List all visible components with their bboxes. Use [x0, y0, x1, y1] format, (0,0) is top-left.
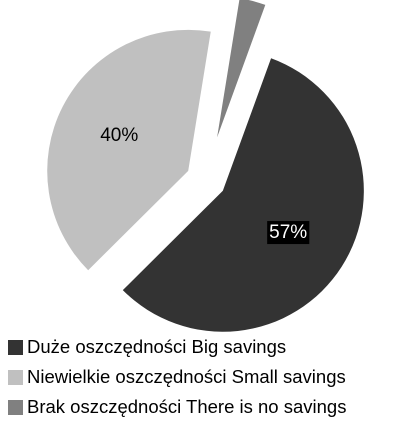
- pie-slice-small-savings: [47, 29, 211, 271]
- legend-label-big-savings: Duże oszczędności Big savings: [27, 336, 287, 357]
- pie-label-bg-big-savings: [267, 221, 310, 245]
- legend-item-small-savings: Niewielkie oszczędności Small savings: [0, 362, 401, 392]
- pie-label-text-big-savings: 57%: [269, 222, 307, 243]
- pie-label-small-savings: 40%: [100, 125, 138, 146]
- chart-legend: Duże oszczędności Big savings Niewielkie…: [0, 332, 401, 422]
- pie-label-big-savings: 57%: [267, 221, 310, 245]
- legend-label-no-savings: Brak oszczędności There is no savings: [27, 396, 347, 417]
- legend-label-small-savings: Niewielkie oszczędności Small savings: [27, 366, 346, 387]
- legend-swatch-big-savings: [8, 339, 23, 355]
- legend-swatch-no-savings: [8, 399, 23, 415]
- legend-item-no-savings: Brak oszczędności There is no savings: [0, 392, 401, 422]
- legend-swatch-small-savings: [8, 369, 23, 385]
- pie-slice-big-savings: [122, 58, 364, 332]
- pie-slice-no-savings: [217, 0, 266, 138]
- pie-label-text-small-savings: 40%: [100, 125, 138, 146]
- legend-item-big-savings: Duże oszczędności Big savings: [0, 332, 401, 362]
